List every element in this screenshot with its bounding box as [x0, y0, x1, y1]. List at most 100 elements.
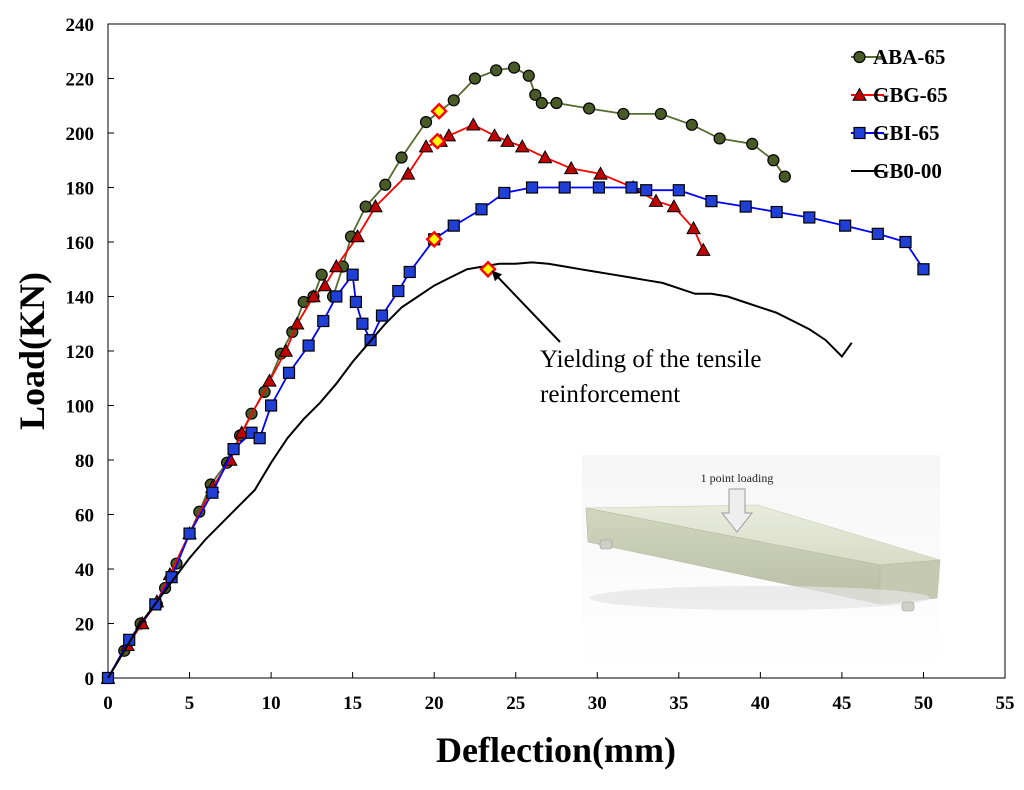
annotation-line-2: reinforcement: [540, 381, 680, 408]
data-point: [685, 118, 698, 131]
data-point: [468, 72, 482, 85]
y-tick-label: 160: [66, 233, 95, 254]
legend-item-aba-65: ABA-65: [851, 45, 945, 69]
data-point: [550, 96, 563, 110]
data-point: [713, 132, 726, 145]
data-point: [648, 193, 664, 207]
data-point: [206, 486, 219, 499]
beam-shadow: [590, 586, 930, 610]
x-tick-label: 50: [914, 693, 933, 714]
data-point: [289, 316, 305, 330]
annotation-line-1: Yielding of the tensile: [540, 346, 761, 373]
data-point: [525, 181, 539, 194]
data-point: [278, 343, 294, 357]
data-point: [183, 527, 196, 540]
y-tick-label: 20: [75, 615, 94, 636]
legend-marker: [852, 87, 867, 101]
data-point: [317, 278, 333, 292]
data-point: [441, 128, 457, 142]
data-point: [695, 242, 711, 256]
data-point: [498, 186, 511, 200]
data-point: [317, 314, 330, 328]
data-point: [302, 339, 315, 352]
x-tick-label: 5: [185, 693, 195, 714]
data-point: [672, 184, 685, 197]
x-tick-label: 45: [832, 693, 851, 714]
data-point: [375, 309, 389, 322]
legend-label: ABA-65: [873, 45, 945, 69]
data-point: [514, 139, 530, 153]
legend-label: GB0-00: [873, 159, 942, 183]
series-group: [100, 61, 930, 685]
data-point: [592, 181, 606, 194]
data-point: [264, 399, 278, 412]
data-point: [917, 263, 930, 276]
y-tick-label: 60: [75, 506, 94, 527]
x-axis-title: Deflection(mm): [436, 730, 676, 770]
legend-label: GBI-65: [873, 121, 940, 145]
y-axis-title: Load(KN): [12, 272, 52, 430]
data-point: [770, 205, 783, 219]
data-point: [522, 69, 535, 82]
data-point: [418, 139, 434, 153]
data-point: [328, 258, 344, 273]
x-tick-label: 0: [103, 693, 113, 714]
data-point: [746, 137, 759, 150]
data-point: [654, 107, 667, 121]
data-point: [739, 200, 752, 213]
data-point: [349, 295, 362, 309]
legend-item-gbg-65: GBG-65: [851, 83, 948, 107]
yield-point: [425, 230, 443, 248]
x-tick-label: 30: [588, 693, 607, 714]
data-point: [839, 219, 852, 232]
y-tick-label: 180: [66, 179, 95, 200]
data-point: [558, 181, 571, 194]
data-point: [359, 200, 372, 213]
data-point: [465, 117, 481, 131]
x-tick-label: 40: [751, 693, 770, 714]
data-point: [350, 229, 365, 243]
legend: ABA-65 GBG-65 GBI-65 GB0-00: [851, 45, 948, 183]
yield-point: [479, 260, 497, 278]
y-tick-label: 240: [66, 15, 95, 36]
data-point: [419, 115, 433, 129]
data-point: [899, 235, 912, 249]
data-point: [640, 184, 653, 197]
data-point: [529, 88, 542, 101]
right-support: [901, 601, 915, 612]
inset-beam-image: 1 point loading: [582, 455, 941, 668]
legend-item-gb0-00: GB0-00: [851, 159, 942, 183]
data-point: [507, 61, 521, 74]
x-tick-label: 20: [425, 693, 444, 714]
load-arrow-icon: [720, 488, 754, 533]
data-point: [123, 633, 136, 646]
data-point: [447, 94, 460, 107]
legend-marker: [853, 126, 866, 140]
annotation-arrow: [491, 270, 561, 343]
data-point: [686, 220, 701, 235]
data-point: [563, 160, 579, 175]
x-tick-label: 15: [343, 693, 362, 714]
x-tick-label: 55: [996, 693, 1015, 714]
data-point: [803, 211, 816, 224]
data-point: [227, 443, 240, 456]
data-point: [617, 107, 630, 121]
axes: 0 5 10 15 20 25 30 35 40 45 50 55 0 20 40 60 80 100 120 140…: [66, 15, 1015, 714]
y-tick-label: 100: [66, 397, 95, 418]
data-point: [666, 199, 682, 213]
data-point: [593, 166, 608, 180]
data-point: [583, 102, 596, 115]
data-point: [306, 288, 321, 303]
left-support: [599, 539, 613, 550]
data-point: [537, 149, 553, 164]
data-point: [535, 96, 548, 110]
x-tick-label: 10: [262, 693, 281, 714]
y-tick-label: 200: [66, 124, 95, 145]
data-point: [403, 265, 416, 279]
data-point: [705, 195, 718, 208]
data-point: [253, 432, 266, 445]
series-aba-65: [101, 61, 791, 685]
y-tick-label: 140: [66, 288, 95, 309]
legend-marker: [853, 50, 866, 64]
